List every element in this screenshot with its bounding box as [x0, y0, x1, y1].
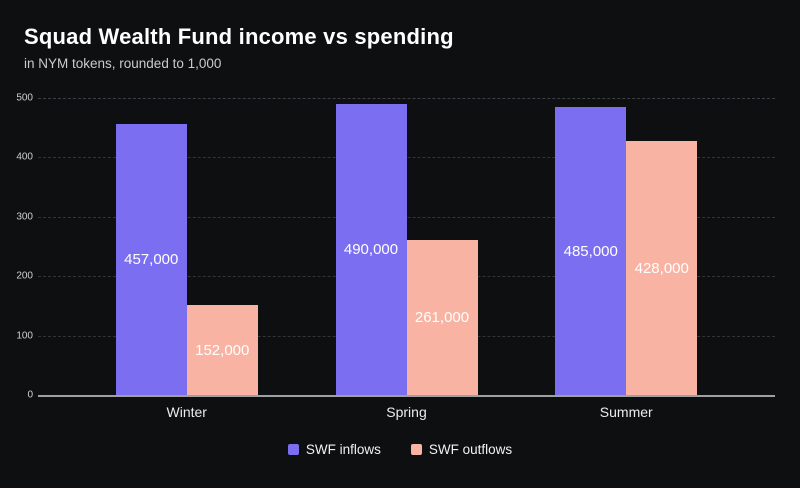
- y-tick-label-0: 0: [27, 389, 33, 401]
- legend-item-swf-outflows[interactable]: SWF outflows: [410, 442, 513, 457]
- y-tick-label-300: 300: [16, 211, 33, 223]
- gridline-400: [38, 157, 775, 159]
- y-tick-label-100: 100: [16, 330, 33, 342]
- gridline-500: [38, 98, 775, 99]
- bar-value-label: 490,000: [343, 241, 399, 258]
- gridline-300: [38, 216, 775, 218]
- swf-inflows-bar-summer[interactable]: 485,000: [555, 107, 627, 395]
- bar-value-label: 485,000: [563, 242, 618, 260]
- bar-groups: 457,000 152,000 Winter 490,000 261,000 Spring…: [38, 98, 775, 420]
- chart-title: Squad Wealth Fund income vs spending: [24, 24, 454, 49]
- bar-value-label: 152,000: [195, 341, 250, 359]
- category-label-spring: Spring: [386, 404, 427, 420]
- category-label-winter: Winter: [166, 404, 207, 420]
- chart-subtitle: in NYM tokens, rounded to 1,000: [24, 56, 222, 71]
- legend: SWF inflows SWF outflows: [0, 442, 800, 457]
- legend-swatch-icon: [410, 444, 422, 455]
- swf-outflows-bar-spring[interactable]: 261,000: [406, 240, 478, 395]
- legend-label: SWF inflows: [305, 442, 381, 457]
- plot-area: 500 400 300 200 100 0 457,000 152,000 Winter 490…: [16, 93, 775, 420]
- bar-group-summer: 485,000 428,000 Summer: [555, 98, 698, 420]
- swf-outflows-bar-winter[interactable]: 152,000: [186, 305, 258, 395]
- bar-value-label: 457,000: [124, 251, 179, 268]
- legend-swatch-icon: [287, 444, 299, 455]
- bar-group-winter: 457,000 152,000 Winter: [115, 98, 258, 420]
- bar-group-spring: 490,000 261,000 Spring: [335, 98, 478, 420]
- y-tick-label-200: 200: [16, 270, 33, 282]
- legend-label: SWF outflows: [428, 442, 513, 457]
- y-tick-label-500: 500: [16, 92, 33, 104]
- swf-inflows-bar-spring[interactable]: 490,000: [335, 104, 407, 395]
- category-label-summer: Summer: [599, 404, 653, 420]
- bar-value-label: 261,000: [414, 309, 470, 326]
- swf-outflows-bar-summer[interactable]: 428,000: [626, 141, 698, 395]
- bar-value-label: 428,000: [634, 259, 689, 277]
- legend-item-swf-inflows[interactable]: SWF inflows: [287, 442, 381, 457]
- swf-inflows-bar-winter[interactable]: 457,000: [115, 124, 187, 395]
- y-tick-label-400: 400: [16, 151, 33, 163]
